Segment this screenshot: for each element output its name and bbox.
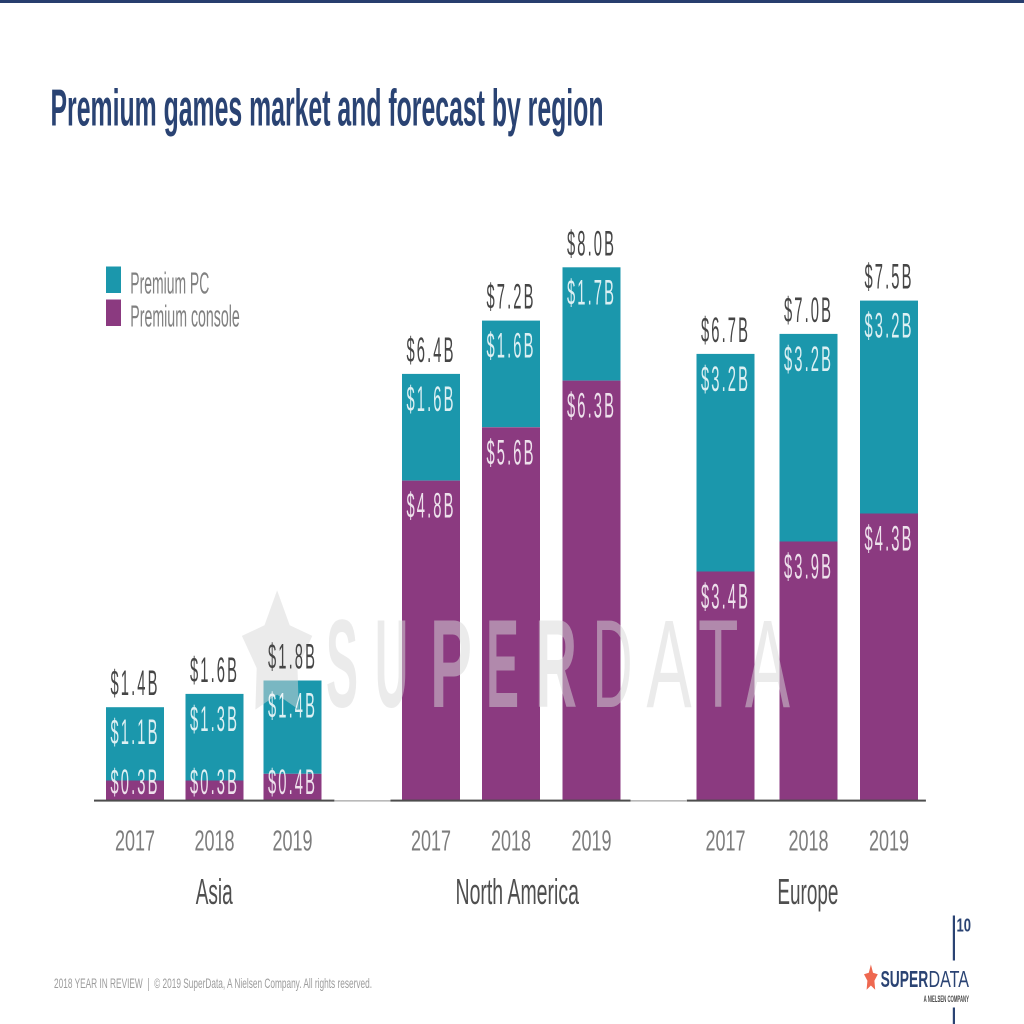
svg-text:2018: 2018: [789, 826, 829, 858]
svg-text:Europe: Europe: [777, 871, 838, 912]
svg-text:Premium PC: Premium PC: [130, 266, 209, 301]
svg-text:10: 10: [957, 916, 972, 936]
svg-text:$1.8B: $1.8B: [268, 638, 317, 677]
svg-text:2019: 2019: [273, 826, 313, 858]
svg-text:2017: 2017: [706, 826, 746, 858]
svg-text:Premium console: Premium console: [130, 299, 240, 334]
svg-text:$5.6B: $5.6B: [487, 433, 536, 472]
svg-text:$6.7B: $6.7B: [701, 311, 750, 350]
svg-text:$1.4B: $1.4B: [268, 687, 317, 726]
svg-text:P: P: [430, 595, 472, 734]
svg-text:$1.6B: $1.6B: [487, 327, 536, 366]
svg-text:$6.3B: $6.3B: [567, 387, 616, 426]
svg-text:T: T: [698, 595, 739, 734]
svg-text:Premium games market and forec: Premium games market and forecast by reg…: [51, 80, 604, 138]
svg-text:$1.6B: $1.6B: [407, 380, 456, 419]
svg-text:$6.4B: $6.4B: [407, 331, 456, 370]
svg-text:D: D: [593, 595, 633, 734]
svg-text:E: E: [486, 595, 519, 734]
svg-text:$3.9B: $3.9B: [784, 548, 833, 587]
svg-text:2019: 2019: [869, 826, 909, 858]
svg-text:$3.4B: $3.4B: [701, 578, 750, 617]
svg-text:$8.0B: $8.0B: [567, 224, 616, 263]
svg-text:$7.5B: $7.5B: [865, 258, 914, 297]
svg-text:2018: 2018: [195, 826, 235, 858]
svg-text:$1.6B: $1.6B: [190, 651, 239, 690]
svg-text:2019: 2019: [572, 826, 612, 858]
svg-text:SUPER: SUPER: [881, 966, 929, 992]
svg-text:2018: 2018: [491, 826, 531, 858]
svg-text:$0.4B: $0.4B: [268, 763, 317, 802]
svg-text:$0.3B: $0.3B: [111, 763, 160, 802]
svg-text:$7.0B: $7.0B: [784, 291, 833, 330]
svg-text:2017: 2017: [411, 826, 451, 858]
svg-text:$3.2B: $3.2B: [865, 307, 914, 346]
svg-text:A NIELSEN COMPANY: A NIELSEN COMPANY: [924, 994, 970, 1005]
svg-text:$3.2B: $3.2B: [784, 340, 833, 379]
svg-text:S: S: [326, 595, 358, 734]
svg-text:$4.8B: $4.8B: [407, 487, 456, 526]
svg-text:R: R: [535, 595, 577, 734]
svg-text:DATA: DATA: [929, 966, 970, 992]
svg-text:U: U: [375, 595, 408, 734]
svg-text:$3.2B: $3.2B: [701, 360, 750, 399]
svg-text:2018 YEAR IN REVIEW | © 2019: 2018 YEAR IN REVIEW | © 2019 SuperData, …: [54, 975, 372, 991]
svg-text:North America: North America: [456, 871, 580, 912]
svg-text:Asia: Asia: [196, 871, 234, 912]
svg-text:$1.4B: $1.4B: [111, 664, 160, 703]
svg-text:$1.3B: $1.3B: [190, 700, 239, 739]
svg-text:$1.7B: $1.7B: [567, 273, 616, 312]
svg-text:$7.2B: $7.2B: [487, 278, 536, 317]
svg-text:A: A: [745, 595, 790, 734]
svg-text:$0.3B: $0.3B: [190, 763, 239, 802]
svg-text:A: A: [647, 595, 692, 734]
svg-text:$1.1B: $1.1B: [111, 713, 160, 752]
svg-text:$4.3B: $4.3B: [865, 520, 914, 559]
svg-text:2017: 2017: [115, 826, 155, 858]
